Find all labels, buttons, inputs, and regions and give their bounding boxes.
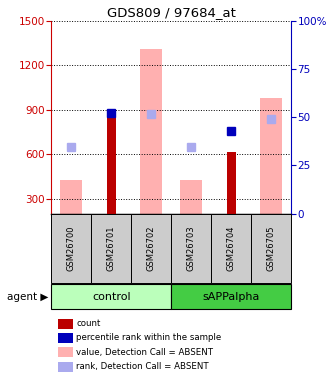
- Text: GSM26703: GSM26703: [187, 226, 196, 271]
- Text: control: control: [92, 292, 131, 302]
- Text: GSM26700: GSM26700: [67, 226, 76, 271]
- Bar: [180, 180, 202, 214]
- Bar: [131, 214, 171, 283]
- Text: rank, Detection Call = ABSENT: rank, Detection Call = ABSENT: [76, 362, 209, 371]
- Bar: [91, 214, 131, 283]
- Bar: [260, 98, 282, 214]
- Bar: [107, 113, 116, 214]
- Text: GSM26702: GSM26702: [147, 226, 156, 271]
- Bar: [60, 180, 82, 214]
- Text: GSM26705: GSM26705: [267, 226, 276, 271]
- Text: GSM26704: GSM26704: [227, 226, 236, 271]
- Title: GDS809 / 97684_at: GDS809 / 97684_at: [107, 6, 236, 20]
- Bar: [51, 214, 91, 283]
- Bar: [251, 214, 291, 283]
- Text: sAPPalpha: sAPPalpha: [203, 292, 260, 302]
- Bar: [140, 49, 162, 214]
- Text: GSM26701: GSM26701: [107, 226, 116, 271]
- Text: count: count: [76, 319, 101, 328]
- Bar: [51, 284, 171, 309]
- Bar: [227, 152, 236, 214]
- Text: value, Detection Call = ABSENT: value, Detection Call = ABSENT: [76, 348, 213, 357]
- Bar: [171, 284, 291, 309]
- Text: percentile rank within the sample: percentile rank within the sample: [76, 333, 221, 342]
- Bar: [171, 214, 211, 283]
- Text: agent ▶: agent ▶: [7, 292, 48, 302]
- Bar: [211, 214, 251, 283]
